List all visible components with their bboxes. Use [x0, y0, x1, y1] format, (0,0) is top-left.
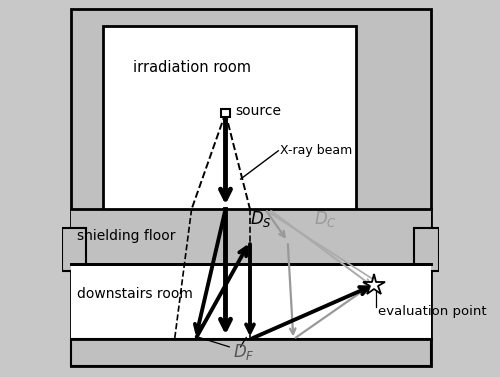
- Text: source: source: [235, 104, 281, 118]
- Text: $\mathit{D}_C$: $\mathit{D}_C$: [314, 208, 337, 229]
- Text: shielding floor: shielding floor: [76, 228, 175, 243]
- Bar: [62, 228, 86, 271]
- Text: irradiation room: irradiation room: [133, 60, 251, 75]
- Text: downstairs room: downstairs room: [76, 287, 192, 301]
- Bar: [71, 209, 431, 264]
- Text: $\mathit{D}_S$: $\mathit{D}_S$: [250, 208, 272, 229]
- Bar: [71, 264, 431, 339]
- Text: X-ray beam: X-ray beam: [280, 144, 352, 157]
- Bar: [103, 26, 356, 211]
- Bar: [222, 109, 230, 117]
- Text: $\mathit{D}_F$: $\mathit{D}_F$: [233, 342, 254, 363]
- Bar: [71, 339, 431, 366]
- Bar: [414, 228, 438, 271]
- Text: evaluation point: evaluation point: [378, 305, 487, 317]
